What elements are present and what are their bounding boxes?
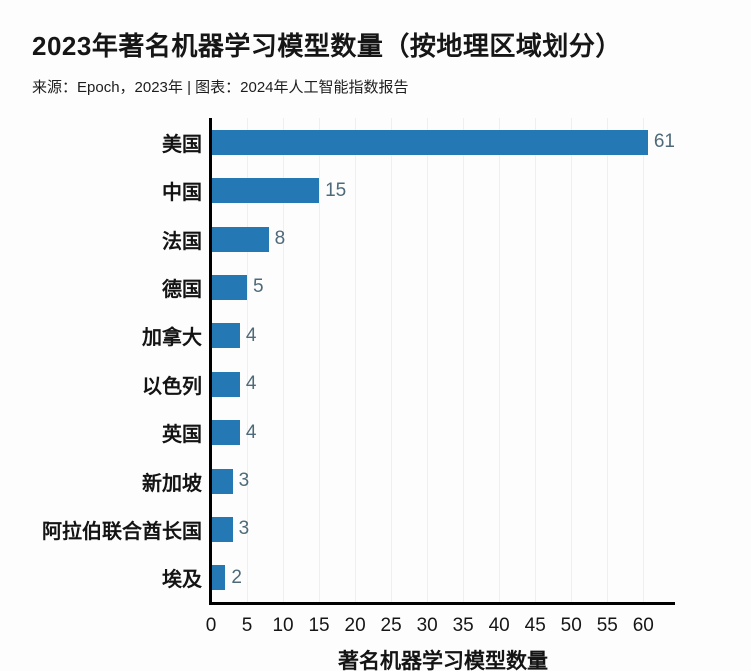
x-tick-label: 5 <box>241 615 253 636</box>
gridline <box>463 118 465 602</box>
category-label: 美国 <box>162 133 202 156</box>
category-label: 加拿大 <box>142 327 202 350</box>
x-axis-line <box>209 602 675 605</box>
y-axis-line <box>209 118 212 605</box>
bar-row-uae: 阿拉伯联合酋长国 3 <box>0 505 675 553</box>
bar-track: 3 <box>211 457 675 505</box>
value-label: 3 <box>238 518 250 540</box>
gridline <box>535 118 537 602</box>
x-tick-label: 45 <box>524 615 546 636</box>
category-label: 德国 <box>162 278 202 301</box>
bar-track: 15 <box>211 166 675 214</box>
bar <box>211 371 240 397</box>
bar <box>211 565 226 591</box>
category-label: 英国 <box>162 424 202 447</box>
x-tick-label: 30 <box>416 615 438 636</box>
x-axis-ticks: 0 5 10 15 20 25 30 35 40 45 50 55 60 <box>206 615 675 639</box>
x-tick-label: 20 <box>344 615 366 636</box>
bar-track: 8 <box>211 215 675 263</box>
x-tick-label: 0 <box>205 615 217 636</box>
value-label: 15 <box>325 179 347 201</box>
bar <box>211 178 320 204</box>
x-tick-label: 40 <box>488 615 510 636</box>
value-label: 61 <box>653 131 675 153</box>
gridline <box>571 118 573 602</box>
value-label: 4 <box>245 421 257 443</box>
x-tick-label: 35 <box>452 615 474 636</box>
bar-track: 4 <box>211 360 675 408</box>
x-tick-label: 60 <box>632 615 654 636</box>
bar-row-france: 法国 8 <box>0 215 675 263</box>
gridline <box>643 118 645 602</box>
bar <box>211 468 233 494</box>
bar-track: 4 <box>211 312 675 360</box>
bar-row-canada: 加拿大 4 <box>0 312 675 360</box>
gridline <box>391 118 393 602</box>
bar <box>211 226 269 252</box>
bar-track: 3 <box>211 505 675 553</box>
value-label: 4 <box>245 373 257 395</box>
bar-row-uk: 英国 4 <box>0 408 675 456</box>
bar-rows: 美国 61 中国 15 法国 8 德国 5 加拿大 4 以色列 4 英国 4 新加坡 3 阿拉伯联合酋长国 3 埃及… <box>0 118 675 602</box>
value-label: 4 <box>245 324 257 346</box>
bar-row-egypt: 埃及 2 <box>0 554 675 602</box>
gridline <box>427 118 429 602</box>
bar-track: 4 <box>211 408 675 456</box>
gridline <box>607 118 609 602</box>
x-axis-label: 著名机器学习模型数量 <box>338 650 548 671</box>
bar-row-germany: 德国 5 <box>0 263 675 311</box>
bar-track: 2 <box>211 554 675 602</box>
gridline <box>499 118 501 602</box>
chart-source-line: 来源：Epoch，2023年 | 图表：2024年人工智能指数报告 <box>32 79 409 96</box>
x-tick-label: 50 <box>560 615 582 636</box>
chart-title: 2023年著名机器学习模型数量（按地理区域划分） <box>32 31 622 61</box>
bar-row-israel: 以色列 4 <box>0 360 675 408</box>
category-label: 以色列 <box>142 375 202 398</box>
bar <box>211 420 240 446</box>
category-label: 埃及 <box>162 569 202 592</box>
value-label: 2 <box>231 566 242 588</box>
x-tick-label: 25 <box>380 615 402 636</box>
value-label: 8 <box>274 228 286 250</box>
bar <box>211 516 233 542</box>
gridline <box>247 118 249 602</box>
gridline <box>319 118 321 602</box>
grid-layer <box>211 118 675 602</box>
x-tick-label: 10 <box>272 615 294 636</box>
bar-track: 5 <box>211 263 675 311</box>
x-tick-label: 55 <box>596 615 618 636</box>
category-label: 法国 <box>162 230 202 253</box>
category-label: 阿拉伯联合酋长国 <box>42 520 202 543</box>
gridline <box>355 118 357 602</box>
value-label: 3 <box>238 470 250 492</box>
bar-row-china: 中国 15 <box>0 166 675 214</box>
gridline <box>283 118 285 602</box>
category-label: 新加坡 <box>142 472 202 495</box>
bar <box>211 129 648 155</box>
bar-track: 61 <box>211 118 675 166</box>
bar <box>211 274 248 300</box>
bar-row-usa: 美国 61 <box>0 118 675 166</box>
bar <box>211 323 240 349</box>
value-label: 5 <box>253 276 264 298</box>
category-label: 中国 <box>162 182 202 205</box>
bar-chart: 美国 61 中国 15 法国 8 德国 5 加拿大 4 以色列 4 英国 4 新加坡 3 阿拉伯联合酋长国 3 埃及… <box>0 118 751 671</box>
bar-row-singapore: 新加坡 3 <box>0 457 675 505</box>
x-tick-label: 15 <box>308 615 330 636</box>
